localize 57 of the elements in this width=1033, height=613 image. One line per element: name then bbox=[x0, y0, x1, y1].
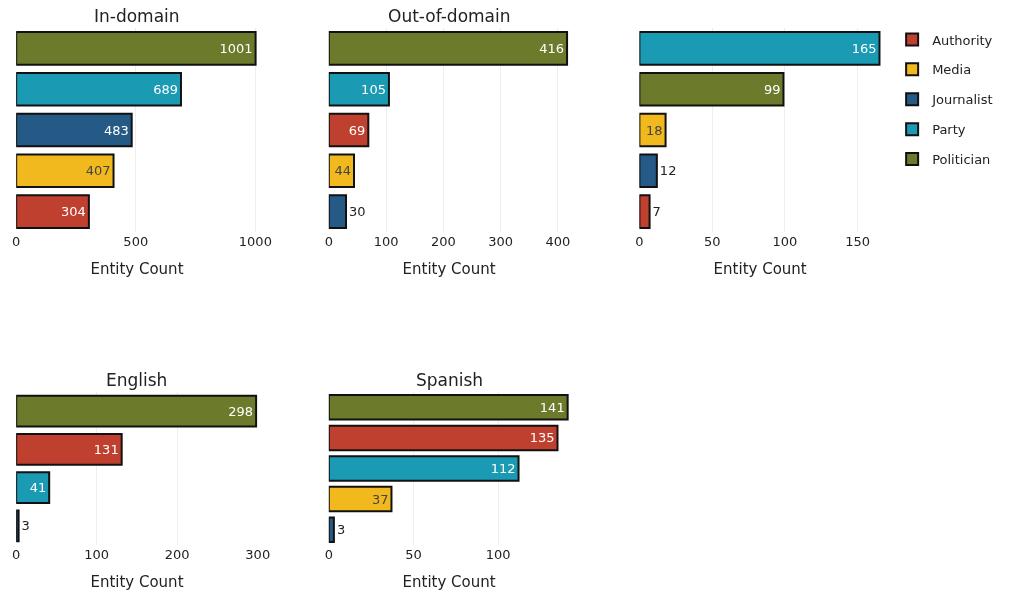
x-tick-label: 0 bbox=[324, 234, 333, 249]
x-tick-label: 0 bbox=[12, 547, 21, 562]
x-tick-label: 100 bbox=[373, 234, 399, 249]
data-label: 12 bbox=[659, 163, 677, 179]
data-label: 689 bbox=[153, 81, 178, 97]
data-label: 3 bbox=[336, 522, 346, 538]
data-label: 44 bbox=[334, 163, 351, 179]
x-axis-title: Entity Count bbox=[713, 260, 807, 278]
chart-title: English bbox=[106, 370, 168, 390]
x-tick-label: 50 bbox=[405, 547, 422, 562]
data-label: 112 bbox=[490, 461, 516, 476]
x-tick-label: 50 bbox=[703, 234, 721, 249]
x-axis-title: Entity Count bbox=[402, 573, 496, 591]
legend-label: Journalist bbox=[931, 92, 993, 108]
x-tick-label: 200 bbox=[430, 234, 456, 249]
x-tick-label: 0 bbox=[12, 234, 21, 249]
x-tick-label: 0 bbox=[324, 547, 333, 562]
x-tick-label: 500 bbox=[123, 234, 149, 249]
data-label: 30 bbox=[348, 204, 366, 220]
data-label: 99 bbox=[763, 81, 781, 97]
x-tick-label: 100 bbox=[485, 547, 511, 562]
data-label: 141 bbox=[539, 399, 565, 415]
x-tick-label: 400 bbox=[545, 234, 571, 249]
data-label: 407 bbox=[85, 163, 111, 179]
data-label: 3 bbox=[21, 518, 30, 534]
data-label: 1001 bbox=[219, 40, 253, 56]
chart-title: Spanish bbox=[416, 370, 484, 390]
data-label: 135 bbox=[529, 430, 555, 446]
legend-label: Authority bbox=[932, 32, 993, 48]
data-label: 37 bbox=[371, 491, 389, 507]
x-tick-label: 1000 bbox=[238, 234, 272, 249]
data-label: 416 bbox=[539, 40, 565, 56]
chart-title: Out-of-domain bbox=[388, 6, 511, 26]
legend-label: Media bbox=[932, 62, 972, 78]
data-label: 18 bbox=[646, 122, 663, 138]
legend-label: Party bbox=[932, 122, 966, 138]
data-label: 298 bbox=[228, 403, 254, 419]
chart-title: In-domain bbox=[94, 6, 180, 26]
x-tick-label: 150 bbox=[845, 234, 871, 249]
x-tick-label: 200 bbox=[164, 547, 190, 562]
x-axis-title: Entity Count bbox=[402, 260, 496, 278]
x-tick-label: 100 bbox=[772, 234, 798, 249]
x-tick-label: 300 bbox=[488, 234, 514, 249]
data-label: 41 bbox=[29, 480, 47, 496]
x-tick-label: 100 bbox=[84, 547, 110, 562]
x-axis-title: Entity Count bbox=[90, 260, 184, 278]
data-label: 165 bbox=[851, 40, 877, 56]
data-label: 131 bbox=[93, 441, 119, 457]
data-label: 304 bbox=[61, 204, 86, 220]
data-label: 69 bbox=[348, 122, 366, 138]
x-axis-title: Entity Count bbox=[90, 573, 184, 591]
x-tick-label: 300 bbox=[245, 547, 271, 562]
data-label: 7 bbox=[652, 204, 661, 220]
data-label: 483 bbox=[103, 122, 129, 138]
legend-label: Politician bbox=[932, 152, 991, 168]
data-label: 105 bbox=[361, 81, 386, 97]
x-tick-label: 0 bbox=[635, 234, 644, 249]
